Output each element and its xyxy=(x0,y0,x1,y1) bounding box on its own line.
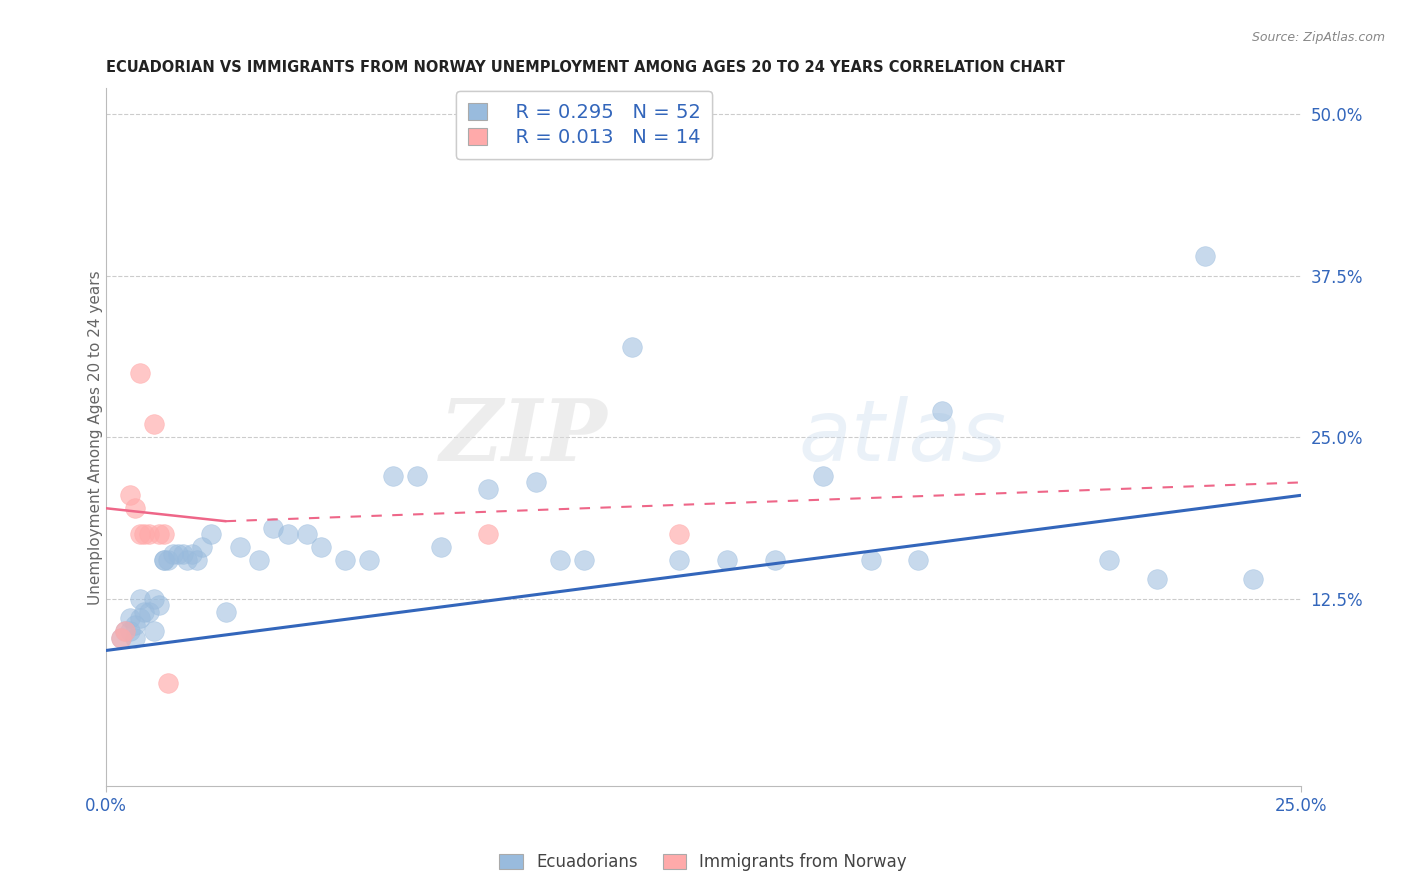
Point xyxy=(143,417,166,432)
Point xyxy=(620,340,643,354)
Point xyxy=(186,553,208,567)
Point xyxy=(405,469,427,483)
Point xyxy=(572,553,595,567)
Point xyxy=(262,521,284,535)
Point xyxy=(200,527,222,541)
Point xyxy=(429,540,451,554)
Point xyxy=(1194,249,1216,263)
Point xyxy=(1241,573,1264,587)
Point xyxy=(157,675,180,690)
Point xyxy=(172,547,194,561)
Point xyxy=(124,631,146,645)
Point xyxy=(191,540,214,554)
Point xyxy=(143,624,166,638)
Point xyxy=(110,631,132,645)
Point xyxy=(215,605,238,619)
Point xyxy=(477,482,499,496)
Point xyxy=(152,527,174,541)
Point xyxy=(148,527,170,541)
Point xyxy=(148,598,170,612)
Point xyxy=(152,553,174,567)
Point xyxy=(176,553,198,567)
Point xyxy=(1098,553,1121,567)
Point xyxy=(181,547,204,561)
Point xyxy=(128,527,150,541)
Point xyxy=(157,553,180,567)
Point xyxy=(381,469,404,483)
Point xyxy=(931,404,953,418)
Point xyxy=(357,553,380,567)
Point xyxy=(134,605,156,619)
Point xyxy=(668,553,690,567)
Point xyxy=(114,624,136,638)
Y-axis label: Unemployment Among Ages 20 to 24 years: Unemployment Among Ages 20 to 24 years xyxy=(87,270,103,605)
Point xyxy=(138,605,160,619)
Legend:   R = 0.295   N = 52,   R = 0.013   N = 14: R = 0.295 N = 52, R = 0.013 N = 14 xyxy=(456,91,711,159)
Point xyxy=(152,553,174,567)
Point xyxy=(716,553,738,567)
Text: ECUADORIAN VS IMMIGRANTS FROM NORWAY UNEMPLOYMENT AMONG AGES 20 TO 24 YEARS CORR: ECUADORIAN VS IMMIGRANTS FROM NORWAY UNE… xyxy=(107,60,1066,75)
Point xyxy=(548,553,571,567)
Text: Source: ZipAtlas.com: Source: ZipAtlas.com xyxy=(1251,31,1385,45)
Text: atlas: atlas xyxy=(799,396,1007,479)
Text: ZIP: ZIP xyxy=(440,395,607,479)
Point xyxy=(143,591,166,606)
Point xyxy=(120,611,142,625)
Point xyxy=(128,611,150,625)
Point xyxy=(524,475,547,490)
Legend: Ecuadorians, Immigrants from Norway: Ecuadorians, Immigrants from Norway xyxy=(491,845,915,880)
Point xyxy=(295,527,318,541)
Point xyxy=(859,553,882,567)
Point xyxy=(668,527,690,541)
Point xyxy=(309,540,332,554)
Point xyxy=(114,624,136,638)
Point xyxy=(477,527,499,541)
Point xyxy=(277,527,299,541)
Point xyxy=(811,469,834,483)
Point xyxy=(162,547,184,561)
Point xyxy=(128,366,150,380)
Point xyxy=(763,553,786,567)
Point xyxy=(120,624,142,638)
Point xyxy=(167,547,190,561)
Point xyxy=(124,617,146,632)
Point xyxy=(247,553,270,567)
Point xyxy=(110,631,132,645)
Point xyxy=(333,553,356,567)
Point xyxy=(128,591,150,606)
Point xyxy=(229,540,252,554)
Point xyxy=(907,553,929,567)
Point xyxy=(1146,573,1168,587)
Point xyxy=(120,488,142,502)
Point xyxy=(134,527,156,541)
Point xyxy=(124,501,146,516)
Point xyxy=(138,527,160,541)
